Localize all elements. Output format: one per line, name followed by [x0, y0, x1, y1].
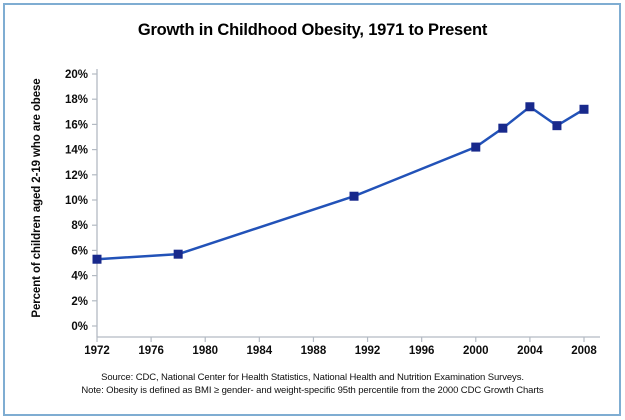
- data-point-marker: [525, 102, 535, 112]
- y-tick-label: 18%: [65, 94, 88, 106]
- x-tick-label: 1988: [301, 345, 327, 357]
- y-tick-label: 16%: [65, 119, 88, 131]
- y-tick-label: 8%: [71, 220, 88, 232]
- y-tick-label: 12%: [65, 170, 88, 182]
- data-point-marker: [173, 249, 183, 259]
- y-tick-label: 6%: [71, 245, 88, 257]
- x-tick-label: 1992: [355, 345, 381, 357]
- data-point-marker: [579, 104, 589, 114]
- y-tick-label: 0%: [71, 321, 88, 333]
- data-point-marker: [498, 123, 508, 133]
- x-tick-label: 1972: [84, 345, 110, 357]
- y-tick-label: 4%: [71, 271, 88, 283]
- data-point-marker: [471, 142, 481, 152]
- x-tick-label: 2000: [463, 345, 489, 357]
- x-tick-label: 1980: [192, 345, 218, 357]
- y-tick-label: 14%: [65, 145, 88, 157]
- data-point-marker: [92, 254, 102, 264]
- chart-footnotes: Source: CDC, National Center for Health …: [0, 371, 625, 397]
- source-note: Source: CDC, National Center for Health …: [101, 372, 524, 383]
- x-tick-label: 1984: [247, 345, 273, 357]
- data-point-marker: [349, 191, 359, 201]
- y-tick-label: 10%: [65, 195, 88, 207]
- x-tick-label: 2004: [517, 345, 543, 357]
- x-tick-label: 1996: [409, 345, 435, 357]
- x-tick-label: 2008: [571, 345, 597, 357]
- data-point-marker: [552, 121, 562, 131]
- y-tick-label: 2%: [71, 296, 88, 308]
- definition-note: Note: Obesity is defined as BMI ≥ gender…: [81, 385, 544, 396]
- trend-line: [95, 105, 586, 261]
- chart-title: Growth in Childhood Obesity, 1971 to Pre…: [137, 21, 488, 39]
- x-tick-label: 1976: [138, 345, 164, 357]
- y-tick-label: 20%: [65, 69, 88, 81]
